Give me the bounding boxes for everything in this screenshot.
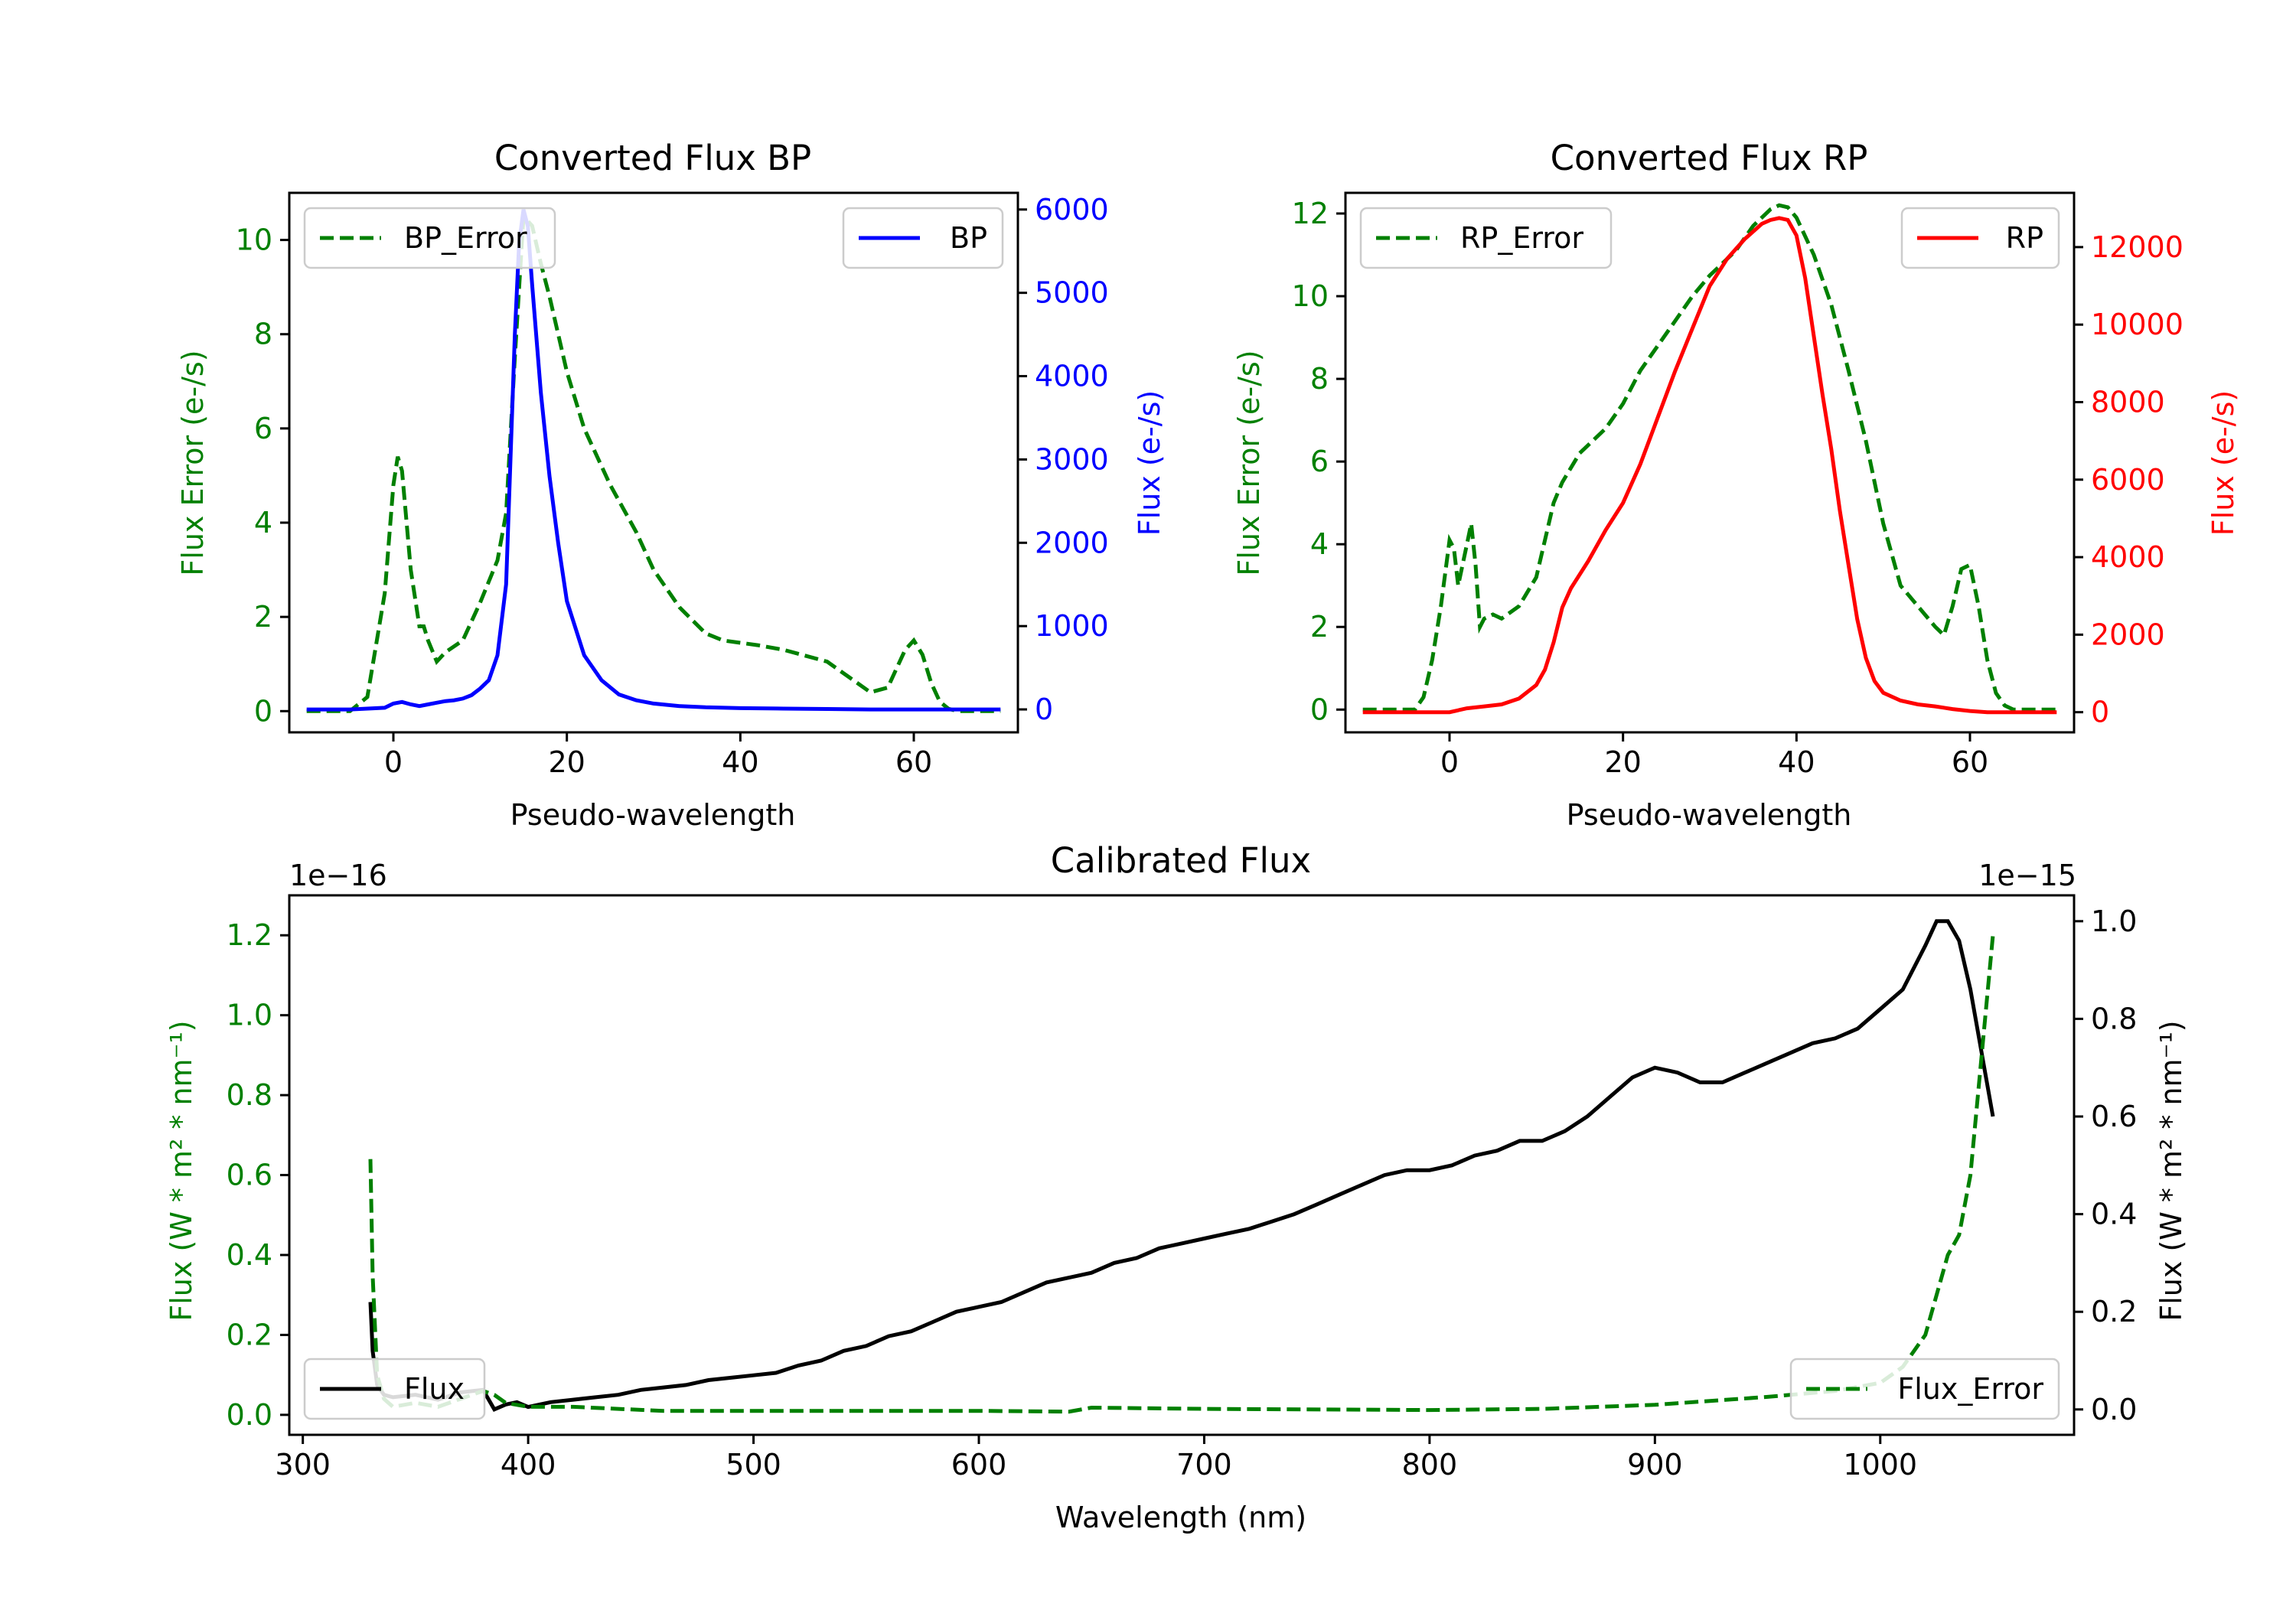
rp-ytick-left-label: 10 (1292, 279, 1329, 313)
cal-legend-flux: Flux (303, 1358, 486, 1420)
cal-ytick-left-label: 0.8 (227, 1078, 272, 1112)
cal-ytick-right-label: 0.4 (2091, 1198, 2137, 1231)
bp-error-line (306, 211, 1001, 713)
rp-xtick-label: 40 (1778, 745, 1815, 779)
rp-ytick-left-label: 2 (1310, 610, 1329, 644)
cal-xtick-label: 1000 (1843, 1448, 1917, 1482)
rp-ylabel-left: Flux Error (e-/s) (1232, 350, 1266, 575)
rp-error-line (1362, 203, 2057, 712)
cal-ytick-left-label: 1.0 (227, 999, 272, 1032)
cal-xtick-label: 500 (726, 1448, 781, 1482)
rp-ytick-right-label: 4000 (2091, 540, 2165, 574)
bp-xlabel: Pseudo-wavelength (510, 798, 796, 832)
bp-ytick-left-label: 8 (254, 318, 272, 351)
rp-xlabel: Pseudo-wavelength (1567, 798, 1852, 832)
bp-legend-flux: BP (842, 207, 1004, 269)
cal-title: Calibrated Flux (1051, 840, 1311, 881)
cal-ytick-right-label: 1.0 (2091, 905, 2137, 938)
bp-ytick-right-label: 3000 (1035, 442, 1109, 476)
cal-xtick-label: 800 (1402, 1448, 1458, 1482)
cal-offset-right: 1e−15 (1978, 859, 2076, 892)
cal-xlabel: Wavelength (nm) (1055, 1501, 1306, 1534)
cal-flux-line (368, 919, 1995, 1412)
rp-ticks: 0 20 40 60 0 2 4 6 8 10 12 0 2000 4000 6000 8000 10000 12… (1292, 197, 2183, 779)
bp-ylabel-left: Flux Error (e-/s) (176, 350, 210, 575)
rp-legend-error: RP_Error (1359, 207, 1613, 269)
bp-xtick-label: 20 (548, 745, 585, 779)
cal-xtick-label: 900 (1627, 1448, 1683, 1482)
rp-ytick-right-label: 10000 (2091, 308, 2183, 341)
rp-ytick-left-label: 12 (1292, 197, 1329, 230)
cal-xtick-label: 600 (951, 1448, 1007, 1482)
rp-ytick-left-label: 0 (1310, 693, 1329, 726)
bp-ylabel-right: Flux (e-/s) (1133, 390, 1166, 536)
cal-ytick-left-label: 0.6 (227, 1159, 272, 1192)
bp-ytick-left-label: 6 (254, 412, 272, 445)
cal-ytick-left-label: 0.0 (227, 1398, 272, 1432)
cal-ylabel-left: Flux (W * m² * nm⁻¹) (165, 1020, 198, 1321)
bp-ytick-left-label: 10 (236, 223, 272, 257)
bp-ytick-left-label: 2 (254, 600, 272, 634)
cal-xtick-label: 300 (275, 1448, 331, 1482)
bp-ytick-right-label: 2000 (1035, 526, 1109, 559)
cal-offset-left: 1e−16 (289, 859, 387, 892)
rp-flux-line (1362, 216, 2057, 715)
cal-ytick-left-label: 0.2 (227, 1318, 272, 1351)
rp-ytick-right-label: 8000 (2091, 385, 2165, 419)
cal-ytick-left-label: 1.2 (227, 918, 272, 952)
cal-ytick-right-label: 0.0 (2091, 1393, 2137, 1426)
cal-axes-frame (288, 894, 2076, 1436)
bp-title: Converted Flux BP (494, 138, 811, 178)
rp-ytick-right-label: 0 (2091, 696, 2109, 729)
rp-legend-flux: RP (1900, 207, 2060, 269)
bp-legend-error: BP_Error (303, 207, 556, 269)
bp-ytick-right-label: 0 (1035, 693, 1053, 726)
rp-ytick-left-label: 6 (1310, 445, 1329, 478)
bp-ytick-right-label: 6000 (1035, 193, 1109, 227)
legend-label: BP_Error (404, 221, 527, 255)
rp-ytick-left-label: 8 (1310, 362, 1329, 396)
bp-ytick-right-label: 4000 (1035, 360, 1109, 393)
legend-label: BP (950, 221, 987, 255)
cal-ytick-right-label: 0.8 (2091, 1002, 2137, 1035)
cal-ytick-right-label: 0.2 (2091, 1295, 2137, 1328)
legend-label: RP_Error (1460, 221, 1583, 255)
bp-axes-frame (288, 191, 1019, 734)
cal-ytick-right-label: 0.6 (2091, 1100, 2137, 1133)
bp-ytick-right-label: 1000 (1035, 609, 1109, 643)
rp-xtick-label: 20 (1604, 745, 1641, 779)
cal-ytick-left-label: 0.4 (227, 1238, 272, 1272)
bp-xtick-label: 40 (722, 745, 758, 779)
rp-ytick-left-label: 4 (1310, 527, 1329, 561)
cal-ticks: 300 400 500 600 700 800 900 1000 0.0 0.2 0.4 0.6 0.8… (227, 905, 2138, 1482)
bp-xtick-label: 0 (384, 745, 403, 779)
rp-ylabel-right: Flux (e-/s) (2206, 390, 2240, 536)
cal-xtick-label: 700 (1176, 1448, 1232, 1482)
rp-ytick-right-label: 2000 (2091, 618, 2165, 651)
bp-xtick-label: 60 (895, 745, 932, 779)
rp-xtick-label: 60 (1952, 745, 1988, 779)
bp-ticks: 0 20 40 60 0 2 4 6 8 10 0 1000 2000 3000 4000 5000 6000 (236, 193, 1109, 779)
cal-legend-error: Flux_Error (1789, 1358, 2060, 1420)
cal-ylabel-right: Flux (W * m² * nm⁻¹) (2154, 1020, 2188, 1321)
legend-label: Flux (404, 1372, 465, 1406)
bp-ytick-left-label: 4 (254, 506, 272, 539)
rp-ytick-right-label: 12000 (2091, 230, 2183, 264)
rp-title: Converted Flux RP (1551, 138, 1868, 178)
cal-xtick-label: 400 (501, 1448, 556, 1482)
bp-ytick-left-label: 0 (254, 694, 272, 728)
legend-label: RP (2006, 221, 2043, 255)
bp-ytick-right-label: 5000 (1035, 276, 1109, 310)
legend-label: Flux_Error (1897, 1372, 2043, 1406)
rp-xtick-label: 0 (1440, 745, 1459, 779)
rp-ytick-right-label: 6000 (2091, 463, 2165, 497)
